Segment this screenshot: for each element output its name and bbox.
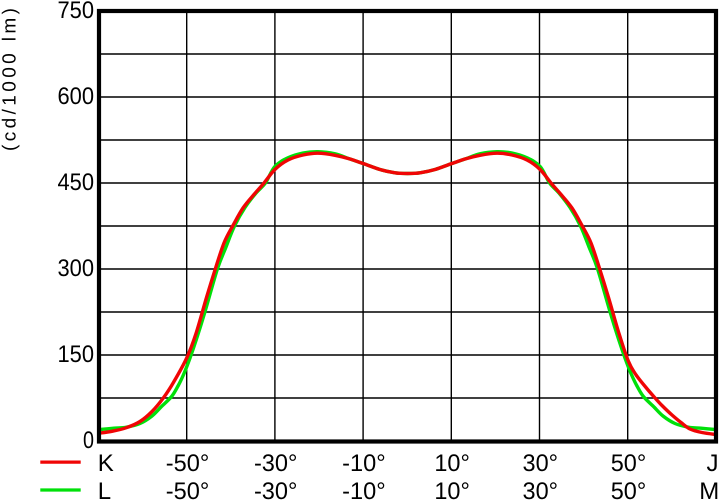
svg-text:-10°: -10° xyxy=(342,450,386,477)
svg-text:50°: 50° xyxy=(611,478,647,500)
svg-text:-50°: -50° xyxy=(166,478,210,500)
svg-text:M: M xyxy=(699,478,719,500)
svg-text:150: 150 xyxy=(58,341,95,368)
svg-text:-50°: -50° xyxy=(166,450,210,477)
svg-text:600: 600 xyxy=(58,83,95,110)
svg-text:-30°: -30° xyxy=(254,450,298,477)
svg-text:30°: 30° xyxy=(523,450,559,477)
svg-text:-10°: -10° xyxy=(342,478,386,500)
svg-text:450: 450 xyxy=(58,169,95,196)
svg-text:K: K xyxy=(98,450,114,477)
svg-text:50°: 50° xyxy=(611,450,647,477)
svg-text:750: 750 xyxy=(58,0,95,24)
svg-text:300: 300 xyxy=(58,255,95,282)
svg-text:10°: 10° xyxy=(434,478,470,500)
svg-text:30°: 30° xyxy=(523,478,559,500)
svg-text:L: L xyxy=(98,478,111,500)
svg-text:0: 0 xyxy=(83,427,94,454)
svg-text:-30°: -30° xyxy=(254,478,298,500)
svg-text:10°: 10° xyxy=(434,450,470,477)
svg-text:J: J xyxy=(707,450,719,477)
